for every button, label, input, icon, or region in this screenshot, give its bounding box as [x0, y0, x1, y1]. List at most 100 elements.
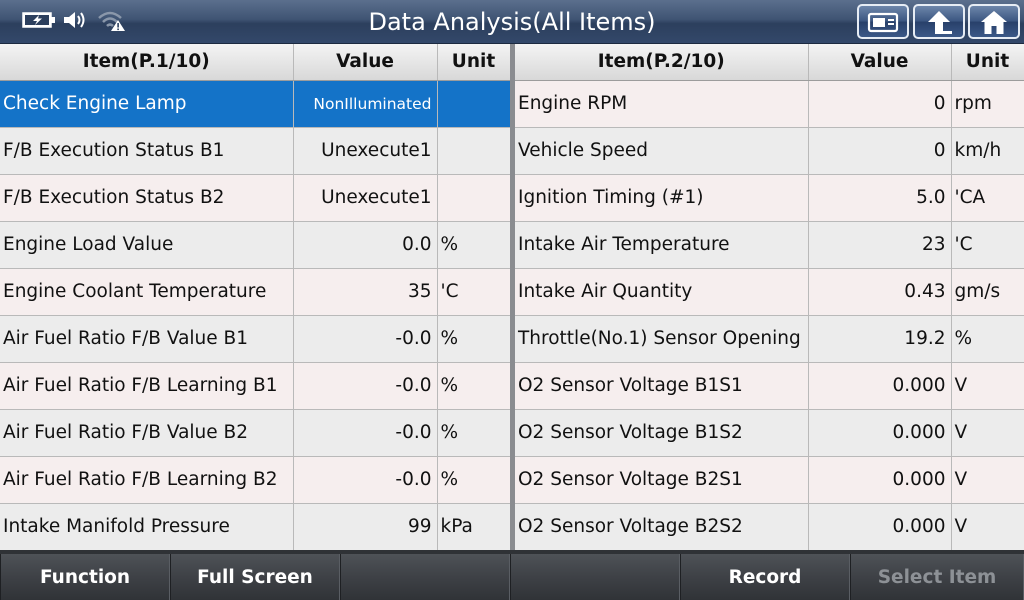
unit-cell: kPa [437, 503, 511, 551]
unit-cell: 'C [951, 221, 1024, 269]
item-cell: Engine RPM [515, 80, 809, 128]
unit-cell: 'C [437, 268, 511, 316]
value-cell: -0.0 [293, 456, 438, 504]
item-column-header: Item(P.2/10) [515, 44, 809, 81]
unit-cell [437, 127, 511, 175]
table-row[interactable]: O2 Sensor Voltage B1S2 0.000 V [515, 409, 1024, 457]
battery-charging-icon [22, 11, 56, 33]
home-button[interactable] [968, 4, 1020, 39]
value-cell: 23 [808, 221, 952, 269]
function-button[interactable]: Function [0, 554, 170, 600]
right-data-panel: Item(P.2/10) Value Unit Engine RPM 0 rpm… [515, 44, 1024, 551]
item-cell: Ignition Timing (#1) [515, 174, 809, 222]
item-cell: Air Fuel Ratio F/B Value B2 [0, 409, 294, 457]
value-cell: -0.0 [293, 315, 438, 363]
table-row[interactable]: Air Fuel Ratio F/B Learning B1 -0.0 % [0, 362, 511, 410]
unit-cell: gm/s [951, 268, 1024, 316]
unit-column-header: Unit [437, 44, 511, 81]
table-row[interactable]: Air Fuel Ratio F/B Value B1 -0.0 % [0, 315, 511, 363]
table-row[interactable]: F/B Execution Status B1 Unexecute1 [0, 127, 511, 175]
unit-cell: V [951, 362, 1024, 410]
unit-cell: % [437, 456, 511, 504]
table-header-row: Item(P.2/10) Value Unit [515, 44, 1024, 81]
table-row[interactable]: O2 Sensor Voltage B2S1 0.000 V [515, 456, 1024, 504]
table-row[interactable]: O2 Sensor Voltage B2S2 0.000 V [515, 503, 1024, 551]
wifi-warning-icon [96, 8, 126, 36]
table-row[interactable]: O2 Sensor Voltage B1S1 0.000 V [515, 362, 1024, 410]
unit-cell [437, 174, 511, 222]
table-row[interactable]: Engine Load Value 0.0 % [0, 221, 511, 269]
table-row[interactable]: Air Fuel Ratio F/B Value B2 -0.0 % [0, 409, 511, 457]
unit-cell: % [951, 315, 1024, 363]
unit-column-header: Unit [951, 44, 1024, 81]
camera-icon [867, 10, 899, 34]
unit-cell: % [437, 315, 511, 363]
unit-cell [437, 80, 511, 128]
back-button[interactable] [913, 4, 965, 39]
value-cell: -0.0 [293, 409, 438, 457]
item-cell: Intake Air Quantity [515, 268, 809, 316]
right-data-table: Item(P.2/10) Value Unit Engine RPM 0 rpm… [515, 44, 1024, 551]
table-row[interactable]: Air Fuel Ratio F/B Learning B2 -0.0 % [0, 456, 511, 504]
item-cell: Engine Load Value [0, 221, 294, 269]
panel-divider [510, 44, 515, 550]
table-row[interactable]: Vehicle Speed 0 km/h [515, 127, 1024, 175]
table-row[interactable]: Engine RPM 0 rpm [515, 80, 1024, 128]
item-cell: Check Engine Lamp [0, 80, 294, 128]
bottom-toolbar: Function Full Screen Record Select Item [0, 550, 1024, 600]
unit-cell: km/h [951, 127, 1024, 175]
item-cell: Throttle(No.1) Sensor Opening [515, 315, 809, 363]
item-cell: Air Fuel Ratio F/B Value B1 [0, 315, 294, 363]
value-cell: 0.0 [293, 221, 438, 269]
value-cell: Unexecute1 [293, 174, 438, 222]
empty-button-2[interactable] [510, 554, 680, 600]
empty-button-1[interactable] [340, 554, 510, 600]
table-row[interactable]: Check Engine Lamp NonIlluminated [0, 80, 511, 128]
home-icon [979, 9, 1009, 35]
item-cell: F/B Execution Status B1 [0, 127, 294, 175]
value-column-header: Value [293, 44, 438, 81]
table-row[interactable]: Intake Manifold Pressure 99 kPa [0, 503, 511, 551]
item-cell: F/B Execution Status B2 [0, 174, 294, 222]
value-cell: 0.000 [808, 456, 952, 504]
unit-cell: % [437, 409, 511, 457]
value-cell: -0.0 [293, 362, 438, 410]
value-cell: 35 [293, 268, 438, 316]
unit-cell: V [951, 503, 1024, 551]
item-cell: Intake Manifold Pressure [0, 503, 294, 551]
full-screen-button[interactable]: Full Screen [170, 554, 340, 600]
speaker-icon [62, 9, 90, 35]
item-cell: O2 Sensor Voltage B1S1 [515, 362, 809, 410]
item-cell: O2 Sensor Voltage B1S2 [515, 409, 809, 457]
unit-cell: V [951, 456, 1024, 504]
table-row[interactable]: Intake Air Temperature 23 'C [515, 221, 1024, 269]
table-row[interactable]: Throttle(No.1) Sensor Opening 19.2 % [515, 315, 1024, 363]
table-header-row: Item(P.1/10) Value Unit [0, 44, 511, 81]
item-cell: Intake Air Temperature [515, 221, 809, 269]
value-cell: 0.000 [808, 362, 952, 410]
item-cell: O2 Sensor Voltage B2S1 [515, 456, 809, 504]
screenshot-button[interactable] [857, 4, 909, 39]
left-data-panel: Item(P.1/10) Value Unit Check Engine Lam… [0, 44, 511, 551]
table-row[interactable]: Ignition Timing (#1) 5.0 'CA [515, 174, 1024, 222]
select-item-button[interactable]: Select Item [850, 554, 1024, 600]
item-cell: Air Fuel Ratio F/B Learning B2 [0, 456, 294, 504]
record-button[interactable]: Record [680, 554, 850, 600]
unit-cell: V [951, 409, 1024, 457]
table-row[interactable]: Intake Air Quantity 0.43 gm/s [515, 268, 1024, 316]
table-row[interactable]: Engine Coolant Temperature 35 'C [0, 268, 511, 316]
table-row[interactable]: F/B Execution Status B2 Unexecute1 [0, 174, 511, 222]
value-cell: 0 [808, 127, 952, 175]
value-cell: 19.2 [808, 315, 952, 363]
value-column-header: Value [808, 44, 952, 81]
up-arrow-icon [924, 9, 954, 35]
title-bar: Data Analysis(All Items) [0, 0, 1024, 44]
unit-cell: 'CA [951, 174, 1024, 222]
unit-cell: % [437, 221, 511, 269]
left-data-table: Item(P.1/10) Value Unit Check Engine Lam… [0, 44, 511, 551]
item-cell: Engine Coolant Temperature [0, 268, 294, 316]
item-cell: Vehicle Speed [515, 127, 809, 175]
item-cell: O2 Sensor Voltage B2S2 [515, 503, 809, 551]
value-cell: 0.000 [808, 503, 952, 551]
value-cell: 0.43 [808, 268, 952, 316]
